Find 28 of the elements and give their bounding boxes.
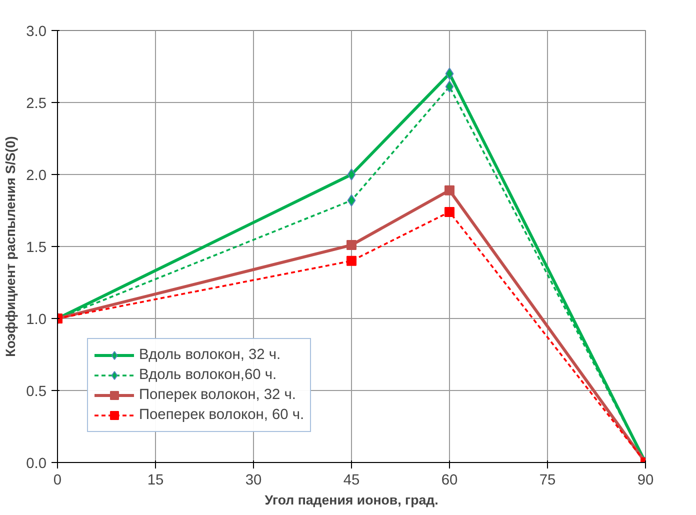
y-tick-label: 2.5: [26, 96, 46, 112]
point: [445, 68, 454, 80]
point: [347, 194, 356, 206]
x-tick-label: 90: [637, 472, 654, 488]
point: [346, 256, 356, 266]
x-tick-label: 45: [343, 472, 360, 488]
y-tick-label: 2.0: [26, 168, 46, 184]
point: [347, 168, 356, 180]
x-tick-label: 0: [53, 472, 62, 488]
x-axis-title: Угол падения ионов, град.: [264, 492, 438, 508]
point: [445, 80, 454, 93]
legend-label: Вдоль волокон,60 ч.: [139, 367, 277, 383]
x-tick-label: 75: [539, 472, 556, 488]
y-tick-label: 1.5: [26, 240, 46, 256]
y-tick-label: 3.0: [26, 24, 46, 40]
y-axis-title: Коэффициент распыления S/S(0): [3, 136, 18, 357]
y-tick-label: 0.0: [26, 456, 46, 472]
point: [444, 206, 454, 217]
legend-label: Поперек волокон, 32 ч.: [139, 387, 296, 403]
point: [346, 240, 356, 250]
legend-label: Поеперек волокон, 60 ч.: [139, 407, 304, 423]
x-tick-label: 60: [441, 472, 458, 488]
legend-label: Вдоль волокон, 32 ч.: [139, 347, 281, 363]
x-tick-label: 30: [245, 472, 262, 488]
y-tick-label: 0.5: [26, 384, 46, 400]
x-tick-label: 15: [147, 472, 164, 488]
point: [444, 185, 454, 196]
y-tick-label: 1.0: [26, 312, 46, 328]
